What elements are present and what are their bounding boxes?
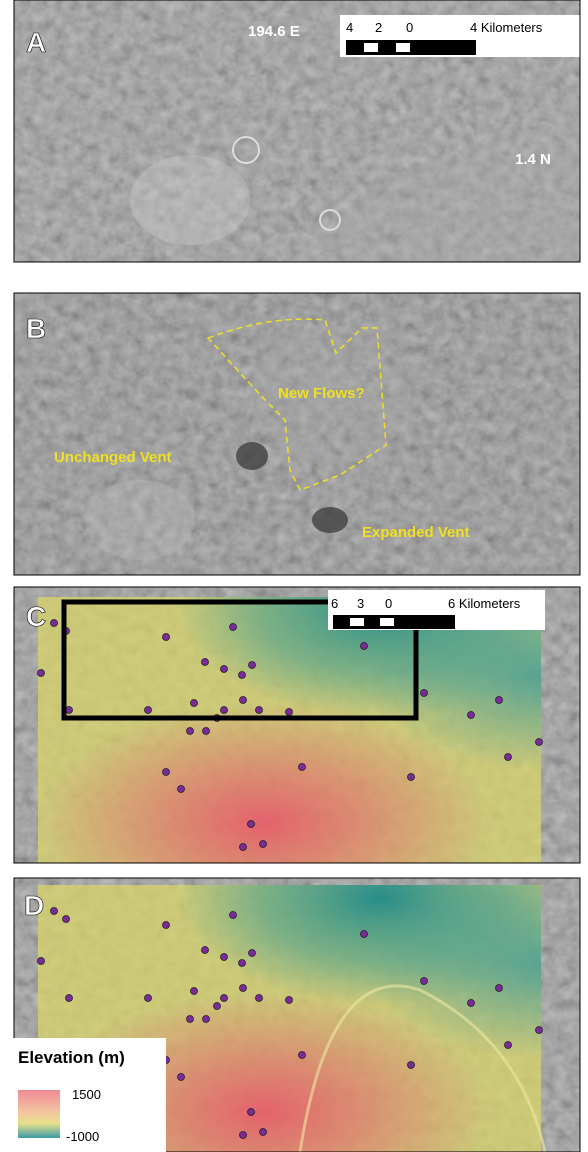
legend-title: Elevation (m) — [18, 1048, 125, 1067]
panel-label: B — [26, 313, 46, 344]
scale-bar — [350, 618, 364, 626]
panel-b: B New Flows? Unchanged Vent Expanded Ven… — [14, 293, 580, 575]
legend-min: -1000 — [66, 1129, 99, 1144]
scale-label: 4 Kilometers — [470, 20, 543, 35]
vent — [236, 442, 268, 470]
panel-d: D Elevation (m) 1500 -1000 — [0, 878, 580, 1152]
scale-label: 3 — [357, 596, 364, 611]
scale-bar — [380, 618, 394, 626]
elevation-overlay — [38, 597, 541, 863]
panel-label: C — [26, 601, 46, 632]
scale-label: 2 — [375, 20, 382, 35]
panel-c: 6 3 0 6 Kilometers C — [14, 587, 580, 863]
figure: A 194.6 E 1.4 N 4 2 0 4 Kilometers B New… — [0, 0, 588, 1152]
terrain — [130, 155, 250, 245]
annotation: Expanded Vent — [362, 524, 470, 541]
page: A 194.6 E 1.4 N 4 2 0 4 Kilometers B New… — [0, 0, 588, 1152]
scale-label: 6 — [331, 596, 338, 611]
vent — [312, 507, 348, 533]
scale-bar — [396, 43, 410, 52]
annotation: 194.6 E — [248, 23, 300, 40]
annotation: Unchanged Vent — [54, 449, 172, 466]
annotation: New Flows? — [278, 385, 365, 402]
scale-label: 4 — [346, 20, 353, 35]
panel-label: D — [24, 890, 44, 921]
terrain — [85, 480, 195, 560]
scale-bar — [364, 43, 378, 52]
annotation: 1.4 N — [515, 151, 551, 168]
scale-label: 6 Kilometers — [448, 596, 521, 611]
panel-a: A 194.6 E 1.4 N 4 2 0 4 Kilometers — [14, 0, 580, 262]
scale-label: 0 — [385, 596, 392, 611]
legend-gradient — [18, 1090, 60, 1138]
legend-max: 1500 — [72, 1087, 101, 1102]
panel-label: A — [26, 27, 46, 58]
scale-label: 0 — [406, 20, 413, 35]
